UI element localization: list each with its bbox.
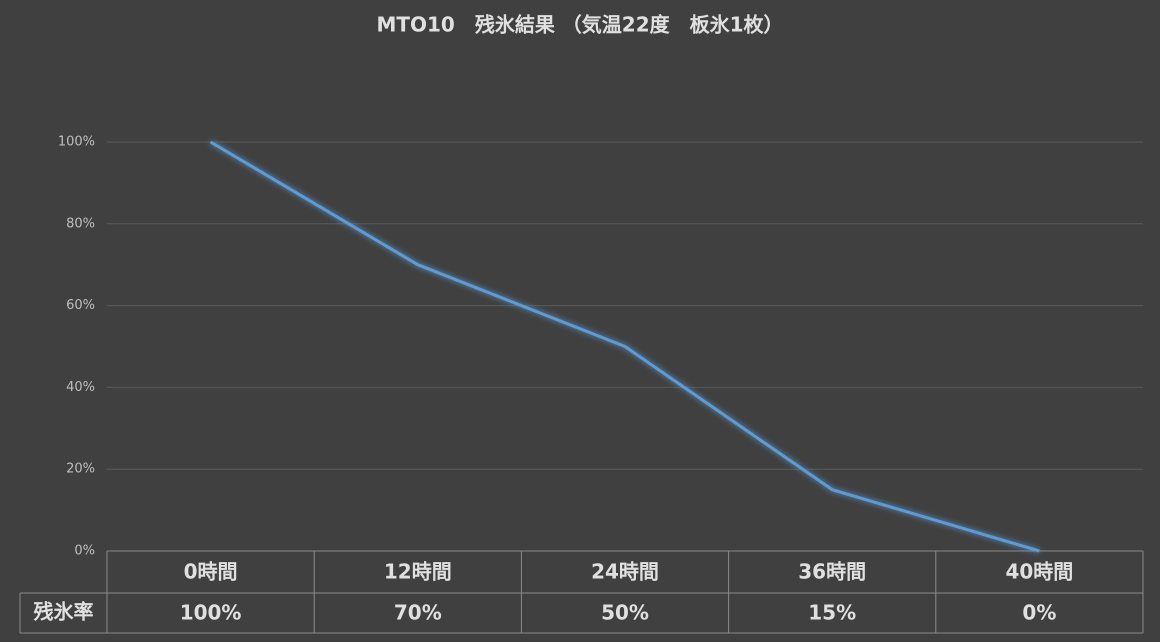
chart-title: MTO10 残氷結果 （気温22度 板氷1枚） (376, 13, 783, 37)
table-value: 100% (180, 601, 242, 625)
table-value: 70% (394, 601, 442, 625)
y-tick-label: 0% (74, 544, 95, 559)
x-tick-label: 0時間 (184, 560, 238, 584)
y-tick-label: 80% (66, 216, 95, 231)
y-tick-label: 40% (66, 380, 95, 395)
y-tick-label: 60% (66, 298, 95, 313)
table-value: 50% (601, 601, 649, 625)
table-row-label: 残氷率 (34, 600, 94, 624)
y-tick-label: 20% (66, 462, 95, 477)
table-value: 15% (808, 601, 856, 625)
table-value: 0% (1022, 601, 1056, 625)
y-tick-label: 100% (58, 135, 95, 150)
x-tick-label: 40時間 (1005, 560, 1073, 584)
x-tick-label: 24時間 (591, 560, 659, 584)
x-tick-label: 36時間 (798, 560, 866, 584)
series-line (209, 140, 1040, 553)
x-tick-label: 12時間 (384, 560, 452, 584)
